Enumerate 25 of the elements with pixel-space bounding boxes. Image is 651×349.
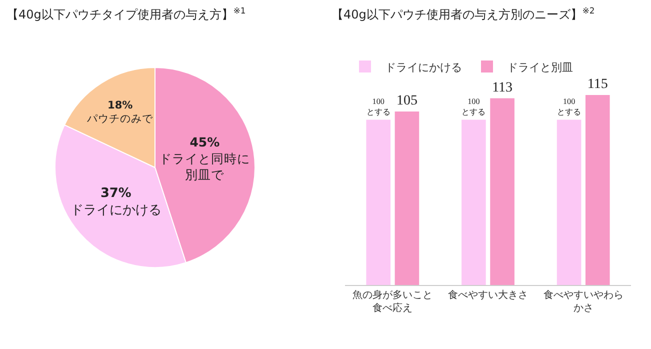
bar <box>462 120 486 285</box>
data-label: 18% <box>108 100 134 112</box>
legend-label: ドライにかける <box>385 60 462 74</box>
data-label: 100 とする <box>366 96 390 116</box>
data-label: 105 <box>396 94 418 109</box>
bar <box>394 112 420 285</box>
x-tick-label: 食べやすいやわらかさ <box>543 289 624 314</box>
data-label: 45% <box>190 134 220 150</box>
data-label: 115 <box>587 77 608 92</box>
slice-label: ドライと同時に別皿で <box>159 151 250 182</box>
data-label: 37% <box>100 186 132 202</box>
bar <box>366 120 391 285</box>
x-tick-label: 魚の身が多いこと食べ応え <box>352 289 433 314</box>
bar <box>585 95 610 285</box>
bar <box>490 98 514 285</box>
data-label: 100 とする <box>557 96 582 116</box>
data-label: 113 <box>492 80 513 96</box>
bar <box>556 120 582 285</box>
x-tick-label: 食べやすい大きさ <box>448 289 528 301</box>
legend-label: ドライと別皿 <box>507 60 573 74</box>
slice-label: ドライにかける <box>70 202 162 218</box>
chart-title: 【40g以下パウチ使用者の与え方別のニーズ】$^{※2}$ <box>332 6 595 22</box>
data-label: 100 とする <box>462 96 486 116</box>
chart-title: 【40g以下パウチタイプ使用者の与え方】$^{※1}$ <box>6 6 246 22</box>
slice-label: パウチのみで <box>86 113 154 126</box>
